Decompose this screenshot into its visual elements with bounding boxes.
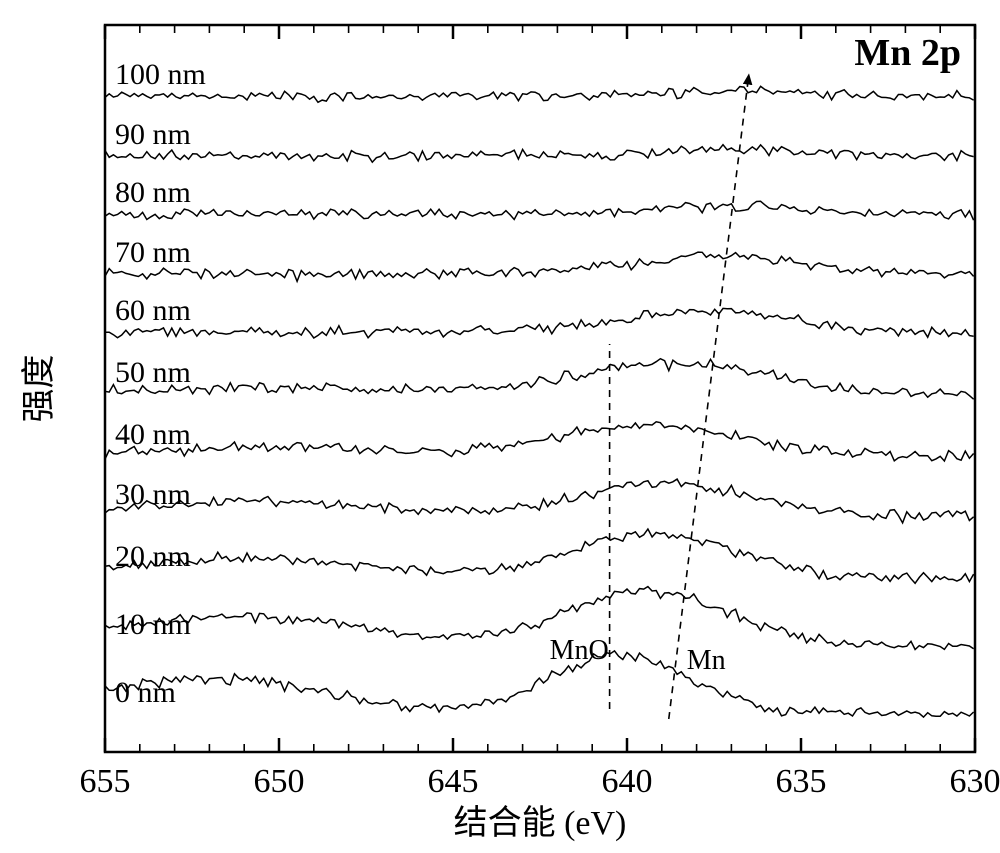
x-tick-label: 630 bbox=[950, 763, 1000, 800]
spectrum-line bbox=[105, 587, 974, 650]
x-tick-label: 640 bbox=[602, 763, 653, 800]
corner-label: Mn 2p bbox=[854, 32, 961, 74]
series-label: 20 nm bbox=[115, 540, 191, 573]
series-label: 80 nm bbox=[115, 176, 191, 209]
spectrum-line bbox=[105, 308, 974, 338]
xps-chart-container: 655 650 645 640 635 630 结合能 (eV) 强度 Mn 2p 0 nm 10 … bbox=[0, 0, 1000, 853]
spectrum-line bbox=[105, 422, 974, 461]
spectrum-line bbox=[105, 145, 974, 163]
spectrum-line bbox=[105, 651, 974, 717]
series-label: 50 nm bbox=[115, 356, 191, 389]
series-label: 100 nm bbox=[115, 58, 206, 91]
x-tick-label: 635 bbox=[776, 763, 827, 800]
spectrum-line bbox=[105, 86, 974, 102]
xps-chart-svg: 655 650 645 640 635 630 结合能 (eV) 强度 Mn 2p 0 nm 10 … bbox=[0, 0, 1000, 853]
series-label: 90 nm bbox=[115, 118, 191, 151]
ref-line-mn bbox=[669, 75, 749, 719]
series-label: 60 nm bbox=[115, 294, 191, 327]
series-label: 40 nm bbox=[115, 418, 191, 451]
x-tick-label: 650 bbox=[254, 763, 305, 800]
x-tick-label: 645 bbox=[428, 763, 479, 800]
ref-label-mn: Mn bbox=[687, 645, 726, 676]
spectrum-line bbox=[105, 252, 974, 281]
spectrum-line bbox=[105, 529, 974, 583]
spectrum-line bbox=[105, 479, 974, 523]
series-label: 10 nm bbox=[115, 608, 191, 641]
series-label: 70 nm bbox=[115, 236, 191, 269]
x-axis-label: 结合能 (eV) bbox=[454, 804, 627, 842]
plot-border bbox=[105, 25, 975, 752]
spectrum-line bbox=[105, 359, 974, 400]
x-tick-label: 655 bbox=[80, 763, 131, 800]
series-label: 30 nm bbox=[115, 478, 191, 511]
y-axis-label: 强度 bbox=[20, 355, 58, 423]
spectrum-line bbox=[105, 201, 974, 220]
ref-label-mno: MnO bbox=[550, 635, 609, 666]
series-label: 0 nm bbox=[115, 676, 176, 709]
